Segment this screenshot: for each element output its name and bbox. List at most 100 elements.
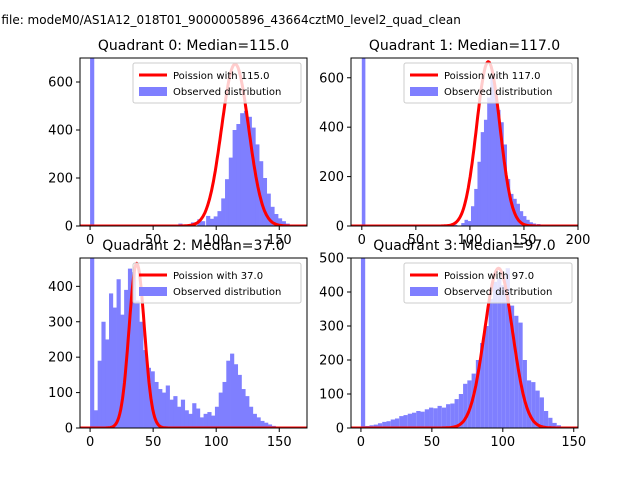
histogram-bar <box>361 58 366 226</box>
legend-label-observed: Observed distribution <box>173 287 281 298</box>
histogram-bar <box>519 211 524 226</box>
histogram-bar <box>281 221 286 226</box>
histogram-bar <box>450 403 455 428</box>
y-tick-label: 200 <box>48 351 73 366</box>
histogram-bar <box>360 258 366 428</box>
histogram-bar <box>90 258 95 428</box>
legend-label-observed: Observed distribution <box>444 87 552 98</box>
histogram-bar <box>112 307 117 428</box>
histogram-bar <box>241 389 246 428</box>
x-tick-label: 150 <box>267 233 292 248</box>
plot-area <box>80 258 307 428</box>
legend-label-poisson: Poission with 117.0 <box>444 71 540 82</box>
axes-frame <box>350 57 579 227</box>
histogram-bar <box>146 367 152 428</box>
histogram-bar <box>509 193 514 226</box>
panel-title: Quadrant 0: Median=115.0 <box>98 38 289 54</box>
y-tick-label: 600 <box>48 76 73 91</box>
y-tick-label: 200 <box>48 172 73 187</box>
panel-title: Quadrant 3: Median=97.0 <box>373 238 555 254</box>
y-tick-label: 200 <box>319 170 344 185</box>
histogram-bar <box>399 416 404 428</box>
x-tick-label: 0 <box>357 435 365 450</box>
y-tick-label: 600 <box>319 71 344 86</box>
histogram-bar <box>222 381 227 428</box>
histogram-bar <box>403 415 408 428</box>
histogram-bar <box>429 407 434 428</box>
histogram-bar <box>97 360 102 428</box>
poisson-curve <box>351 60 578 226</box>
histogram-bar <box>496 109 501 226</box>
histogram-bar <box>412 412 417 428</box>
chart-panel-3: 0 50 100 150 0 100 200 300 400 500 Quadrant 3: Med… <box>319 238 586 450</box>
histogram-bar <box>526 380 532 428</box>
histogram-bar <box>188 413 193 428</box>
histogram-bar <box>256 417 261 428</box>
histogram-bar <box>116 279 121 428</box>
x-tick-label: 150 <box>561 435 586 450</box>
y-tick-label: 400 <box>319 286 344 301</box>
histogram-bar <box>446 404 451 428</box>
histogram-bar <box>277 218 283 226</box>
chart-panels: 0 50 100 150 0 200 400 600 Quadrant 0: Median=11… <box>48 38 590 450</box>
chart-panel-0: 0 50 100 150 0 200 400 600 Quadrant 0: Median=11… <box>48 38 308 248</box>
y-tick-label: 100 <box>48 386 73 401</box>
histogram-bar <box>247 116 252 226</box>
y-tick-label: 300 <box>48 315 73 330</box>
plot-area <box>351 58 578 226</box>
histogram-bar <box>143 350 148 428</box>
x-tick-label: 200 <box>566 233 591 248</box>
poisson-curve <box>80 62 307 226</box>
x-tick-label: 100 <box>490 435 515 450</box>
histogram-bar <box>543 411 549 428</box>
histogram-bar <box>214 406 220 428</box>
histogram-bar <box>488 298 493 428</box>
x-tick-label: 50 <box>424 435 441 450</box>
histogram-bar <box>192 403 197 428</box>
histogram-bar <box>158 389 163 428</box>
histogram-bar <box>109 293 114 428</box>
y-tick-label: 0 <box>336 220 344 235</box>
y-tick-label: 400 <box>48 124 73 139</box>
figure-suptitle: n file: modeM0/AS1A12_018T01_9000005896_… <box>0 13 461 27</box>
histogram-bar <box>184 410 189 428</box>
histogram-bar <box>490 77 495 226</box>
y-tick-label: 200 <box>319 354 344 369</box>
histogram-bar <box>236 124 241 226</box>
histogram-bar <box>139 321 144 428</box>
histogram-bar <box>226 360 231 428</box>
histogram-bar <box>262 178 268 226</box>
y-tick-label: 100 <box>319 388 344 403</box>
histogram-bar <box>458 394 464 428</box>
histogram-bar <box>217 211 222 226</box>
histogram-bar <box>535 390 540 428</box>
histogram-bar <box>206 215 211 226</box>
x-tick-label: 100 <box>457 233 482 248</box>
histogram-bar <box>237 374 242 428</box>
x-tick-label: 100 <box>204 233 229 248</box>
histogram-bar <box>101 321 106 428</box>
histogram-bar <box>483 119 488 226</box>
y-tick-label: 400 <box>319 121 344 136</box>
histogram-bar <box>386 421 391 428</box>
histogram-bar <box>207 412 212 428</box>
x-tick-label: 100 <box>204 435 229 450</box>
histogram-bar <box>500 122 504 226</box>
axes-frame <box>350 257 579 429</box>
x-tick-label: 50 <box>145 435 162 450</box>
histogram-bar <box>416 411 421 428</box>
histogram-bar <box>169 399 174 428</box>
legend-bar-swatch <box>139 287 167 296</box>
legend-box <box>403 262 573 304</box>
histogram-bar <box>480 343 485 428</box>
histogram-bar <box>150 371 155 428</box>
histogram-bar <box>264 422 269 428</box>
histogram-bar <box>464 219 469 226</box>
histogram-bar <box>526 219 530 226</box>
panel-title: Quadrant 1: Median=117.0 <box>369 38 560 54</box>
histogram-bar <box>135 300 140 428</box>
histogram-bar <box>201 221 206 226</box>
histogram-bar <box>424 409 430 428</box>
histogram-bar <box>213 216 218 226</box>
